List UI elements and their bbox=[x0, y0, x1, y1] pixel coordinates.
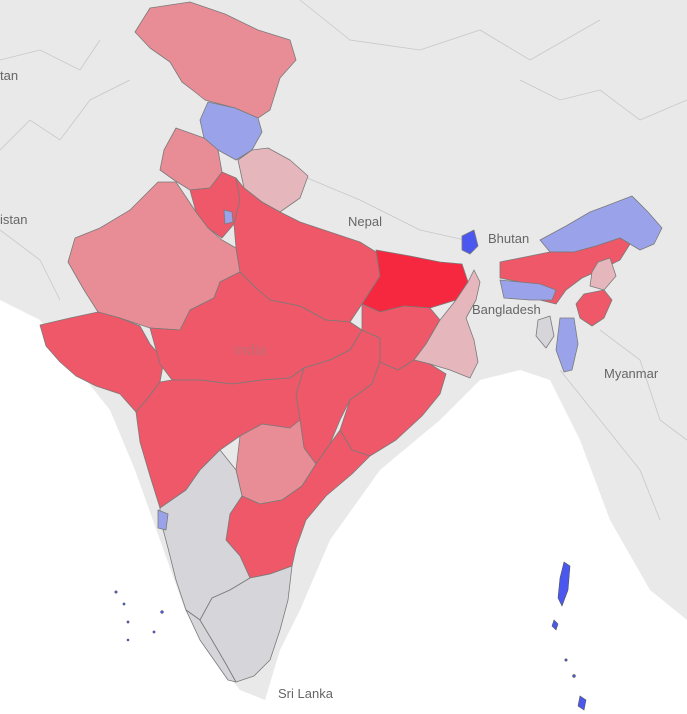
region-andaman-nicobar[interactable] bbox=[551, 561, 587, 711]
label-pakistan-partial: istan bbox=[0, 212, 28, 227]
label-nepal: Nepal bbox=[348, 214, 382, 229]
region-meghalaya[interactable] bbox=[499, 279, 557, 301]
region-arunachal-pradesh[interactable] bbox=[539, 195, 663, 253]
label-bhutan: Bhutan bbox=[488, 231, 530, 246]
region-tamil-nadu[interactable] bbox=[199, 565, 293, 683]
region-jammu-kashmir[interactable] bbox=[134, 1, 297, 119]
region-manipur[interactable] bbox=[575, 289, 613, 327]
region-sikkim[interactable] bbox=[461, 229, 479, 255]
sea-area bbox=[0, 300, 687, 714]
region-tripura[interactable] bbox=[535, 315, 555, 349]
region-delhi[interactable] bbox=[223, 209, 234, 225]
label-afghanistan-partial: tan bbox=[0, 68, 19, 83]
label-myanmar: Myanmar bbox=[604, 366, 659, 381]
region-goa[interactable] bbox=[157, 509, 169, 531]
region-west-bengal[interactable] bbox=[413, 269, 481, 379]
label-bangladesh: Bangladesh bbox=[472, 302, 541, 317]
neighbor-borders bbox=[0, 0, 687, 521]
region-uttar-pradesh[interactable] bbox=[233, 177, 381, 323]
region-mizoram[interactable] bbox=[555, 317, 579, 373]
label-india: India bbox=[234, 342, 267, 359]
region-bihar[interactable] bbox=[361, 249, 469, 313]
label-sri-lanka: Sri Lanka bbox=[278, 686, 333, 701]
region-himachal-pradesh[interactable] bbox=[199, 101, 263, 161]
region-lakshadweep[interactable] bbox=[114, 590, 164, 642]
